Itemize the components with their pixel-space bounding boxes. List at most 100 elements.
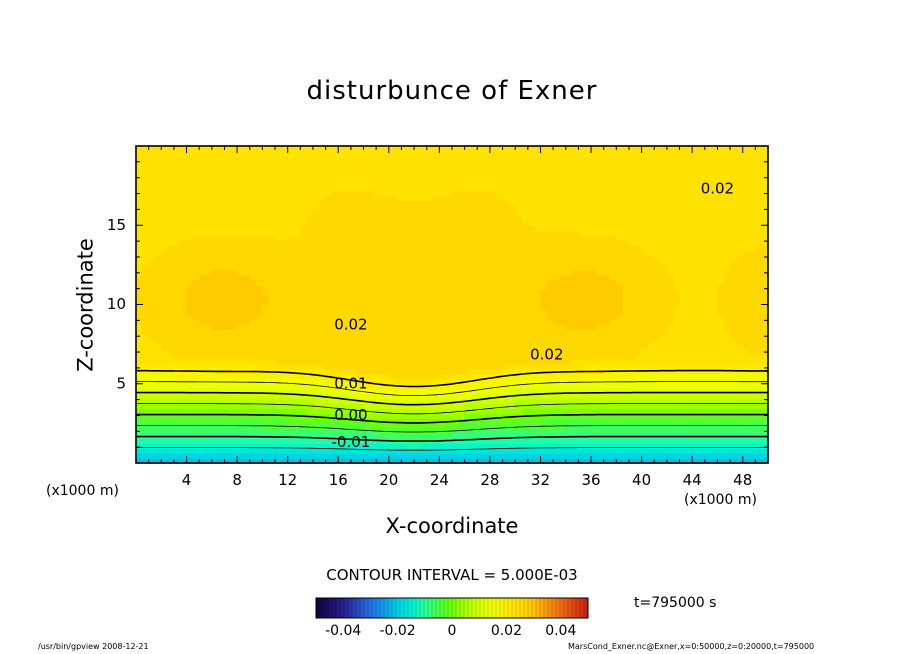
field-cell (489, 165, 497, 172)
field-cell (534, 205, 542, 211)
field-cell (256, 150, 263, 157)
field-cell (521, 180, 529, 187)
field-cell (281, 349, 289, 355)
field-cell (224, 314, 232, 320)
field-cell (136, 254, 143, 261)
field-cell (167, 458, 175, 464)
field-cell (230, 230, 238, 236)
field-cell (521, 210, 529, 216)
field-cell (306, 388, 314, 395)
field-cell (553, 329, 561, 335)
field-cell (325, 250, 333, 256)
field-cell (268, 180, 276, 187)
field-cell (458, 383, 466, 390)
field-cell (502, 146, 510, 152)
field-cell (426, 180, 434, 187)
field-cell (597, 284, 605, 291)
field-cell (357, 324, 365, 330)
field-cell (401, 403, 409, 410)
field-cell (477, 200, 485, 207)
field-cell (597, 160, 605, 167)
field-cell (584, 408, 592, 415)
field-cell (414, 344, 421, 350)
field-cell (597, 235, 605, 241)
field-cell (388, 393, 396, 400)
field-cell (294, 393, 301, 400)
field-cell (616, 210, 624, 216)
field-cell (553, 215, 561, 221)
field-cell (319, 314, 327, 320)
field-cell (173, 354, 181, 360)
field-cell (256, 324, 263, 330)
field-cell (186, 438, 194, 444)
field-cell (439, 358, 447, 365)
field-cell (319, 195, 327, 202)
field-cell (180, 264, 188, 271)
field-cell (597, 388, 605, 395)
field-cell (508, 240, 516, 246)
field-cell (452, 339, 459, 345)
field-cell (142, 269, 150, 276)
field-cell (376, 274, 384, 281)
field-cell (331, 418, 339, 424)
field-cell (610, 339, 617, 345)
field-cell (294, 438, 301, 444)
field-cell (331, 324, 339, 330)
field-cell (553, 453, 561, 459)
field-cell (470, 215, 478, 221)
field-cell (610, 160, 617, 167)
field-cell (591, 373, 598, 380)
field-cell (237, 363, 245, 370)
field-cell (325, 284, 333, 291)
field-cell (470, 349, 478, 355)
field-cell (357, 319, 365, 325)
field-cell (148, 448, 156, 454)
field-cell (622, 195, 630, 202)
field-cell (414, 190, 421, 197)
field-cell (218, 418, 226, 424)
field-cell (496, 250, 504, 256)
field-cell (186, 418, 194, 424)
field-cell (433, 180, 440, 187)
field-cell (470, 225, 478, 231)
field-cell (243, 195, 251, 202)
field-cell (565, 378, 573, 385)
field-cell (344, 309, 352, 315)
field-cell (546, 324, 554, 330)
field-cell (388, 150, 396, 157)
field-cell (344, 220, 352, 226)
field-cell (300, 254, 308, 261)
field-cell (205, 210, 213, 216)
field-cell (546, 259, 554, 266)
field-cell (527, 458, 535, 464)
field-cell (445, 358, 453, 365)
field-cell (312, 279, 320, 286)
field-cell (136, 220, 143, 226)
field-cell (489, 309, 497, 315)
field-cell (622, 438, 630, 444)
field-cell (363, 230, 371, 236)
field-cell (218, 175, 226, 182)
field-cell (546, 175, 554, 182)
field-cell (603, 235, 611, 241)
field-cell (420, 418, 428, 424)
field-cell (597, 319, 605, 325)
field-cell (445, 294, 453, 301)
field-cell (161, 294, 169, 301)
field-cell (572, 314, 579, 320)
field-cell (249, 408, 257, 415)
field-cell (294, 354, 301, 360)
field-cell (508, 205, 516, 211)
field-cell (546, 448, 554, 454)
field-cell (294, 403, 301, 410)
field-cell (243, 458, 251, 464)
field-cell (180, 279, 188, 286)
field-cell (426, 354, 434, 360)
field-cell (161, 339, 169, 345)
field-cell (534, 304, 542, 311)
field-cell (275, 170, 282, 177)
field-cell (350, 205, 358, 211)
field-cell (205, 448, 213, 454)
field-cell (515, 443, 523, 449)
field-cell (363, 393, 371, 400)
